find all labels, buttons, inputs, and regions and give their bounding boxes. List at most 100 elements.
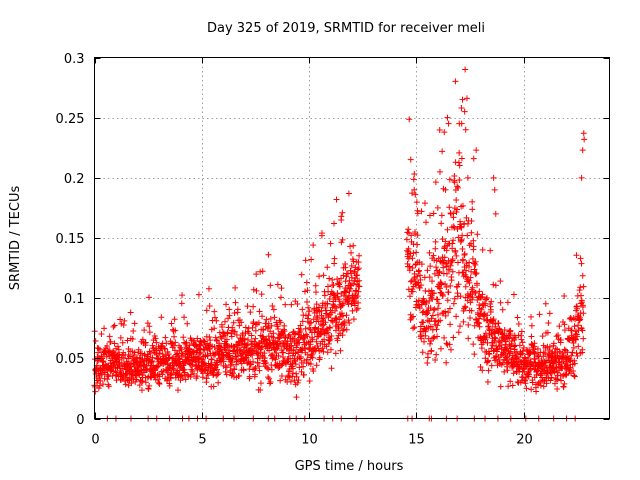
data-point — [293, 370, 300, 377]
data-point — [578, 174, 585, 181]
data-point — [470, 341, 477, 348]
data-point — [467, 314, 474, 321]
data-point — [570, 368, 577, 375]
data-point — [470, 243, 477, 250]
data-point — [446, 204, 453, 211]
data-point — [416, 284, 423, 291]
data-point — [99, 381, 106, 388]
data-point — [528, 322, 535, 329]
data-point — [501, 368, 508, 375]
data-point — [477, 294, 484, 301]
data-point — [338, 213, 345, 220]
data-point — [345, 293, 352, 300]
data-point — [456, 162, 463, 169]
data-point — [144, 320, 151, 327]
data-point — [314, 343, 321, 350]
data-point — [450, 334, 457, 341]
data-point — [418, 282, 425, 289]
data-point — [332, 307, 339, 314]
data-point — [233, 331, 240, 338]
data-point — [139, 378, 146, 385]
data-point — [336, 283, 343, 290]
data-point — [554, 386, 561, 393]
data-point — [411, 324, 418, 331]
data-point — [242, 324, 249, 331]
data-point — [356, 283, 363, 290]
data-point — [163, 340, 170, 347]
data-point — [543, 380, 550, 387]
data-point — [438, 220, 445, 227]
data-point — [208, 356, 215, 363]
data-point — [417, 323, 424, 330]
data-point — [426, 249, 433, 256]
data-point — [268, 366, 275, 373]
data-point — [518, 328, 525, 335]
data-point — [250, 286, 257, 293]
data-point — [430, 210, 437, 217]
data-point — [487, 306, 494, 313]
data-point — [348, 262, 355, 269]
data-point — [226, 312, 233, 319]
data-point — [442, 238, 449, 245]
x-tick-label: 5 — [198, 433, 206, 448]
data-point — [226, 306, 233, 313]
data-point — [531, 349, 538, 356]
data-point — [561, 321, 568, 328]
data-point — [327, 325, 334, 332]
data-point — [522, 380, 529, 387]
data-point — [316, 354, 323, 361]
data-point — [274, 323, 281, 330]
data-point — [580, 283, 587, 290]
data-point — [253, 271, 260, 278]
data-point — [579, 272, 586, 279]
data-point — [175, 387, 182, 394]
data-point — [497, 299, 504, 306]
data-point — [146, 382, 153, 389]
data-point — [577, 255, 584, 262]
data-point — [92, 388, 99, 395]
data-point — [230, 319, 237, 326]
data-point — [333, 196, 340, 203]
data-point — [341, 318, 348, 325]
data-point — [116, 351, 123, 358]
data-point — [432, 357, 439, 364]
data-point — [331, 255, 338, 262]
data-point — [462, 66, 469, 73]
data-point — [248, 341, 255, 348]
y-tick-label: 0.15 — [56, 232, 85, 247]
data-point — [518, 336, 525, 343]
data-point — [228, 333, 235, 340]
data-point — [124, 337, 131, 344]
data-point — [318, 330, 325, 337]
data-point — [561, 380, 568, 387]
data-point — [162, 334, 169, 341]
x-tick-label: 10 — [301, 433, 318, 448]
data-point — [238, 319, 245, 326]
data-point — [168, 375, 175, 382]
data-point — [440, 264, 447, 271]
data-point — [166, 382, 173, 389]
data-point — [236, 372, 243, 379]
data-point — [424, 310, 431, 317]
data-point — [145, 294, 152, 301]
data-point — [293, 394, 300, 401]
data-point — [105, 383, 112, 390]
data-point — [469, 198, 476, 205]
data-point — [412, 191, 419, 198]
data-point — [571, 323, 578, 330]
data-point — [223, 301, 230, 308]
data-point — [322, 319, 329, 326]
data-point — [430, 307, 437, 314]
data-point — [471, 266, 478, 273]
data-point — [129, 335, 136, 342]
data-point — [421, 200, 428, 207]
data-point — [190, 348, 197, 355]
data-point — [489, 326, 496, 333]
data-point — [455, 159, 462, 166]
data-point — [416, 267, 423, 274]
data-point — [505, 383, 512, 390]
data-point — [515, 321, 522, 328]
data-point — [141, 327, 148, 334]
data-point — [223, 371, 230, 378]
